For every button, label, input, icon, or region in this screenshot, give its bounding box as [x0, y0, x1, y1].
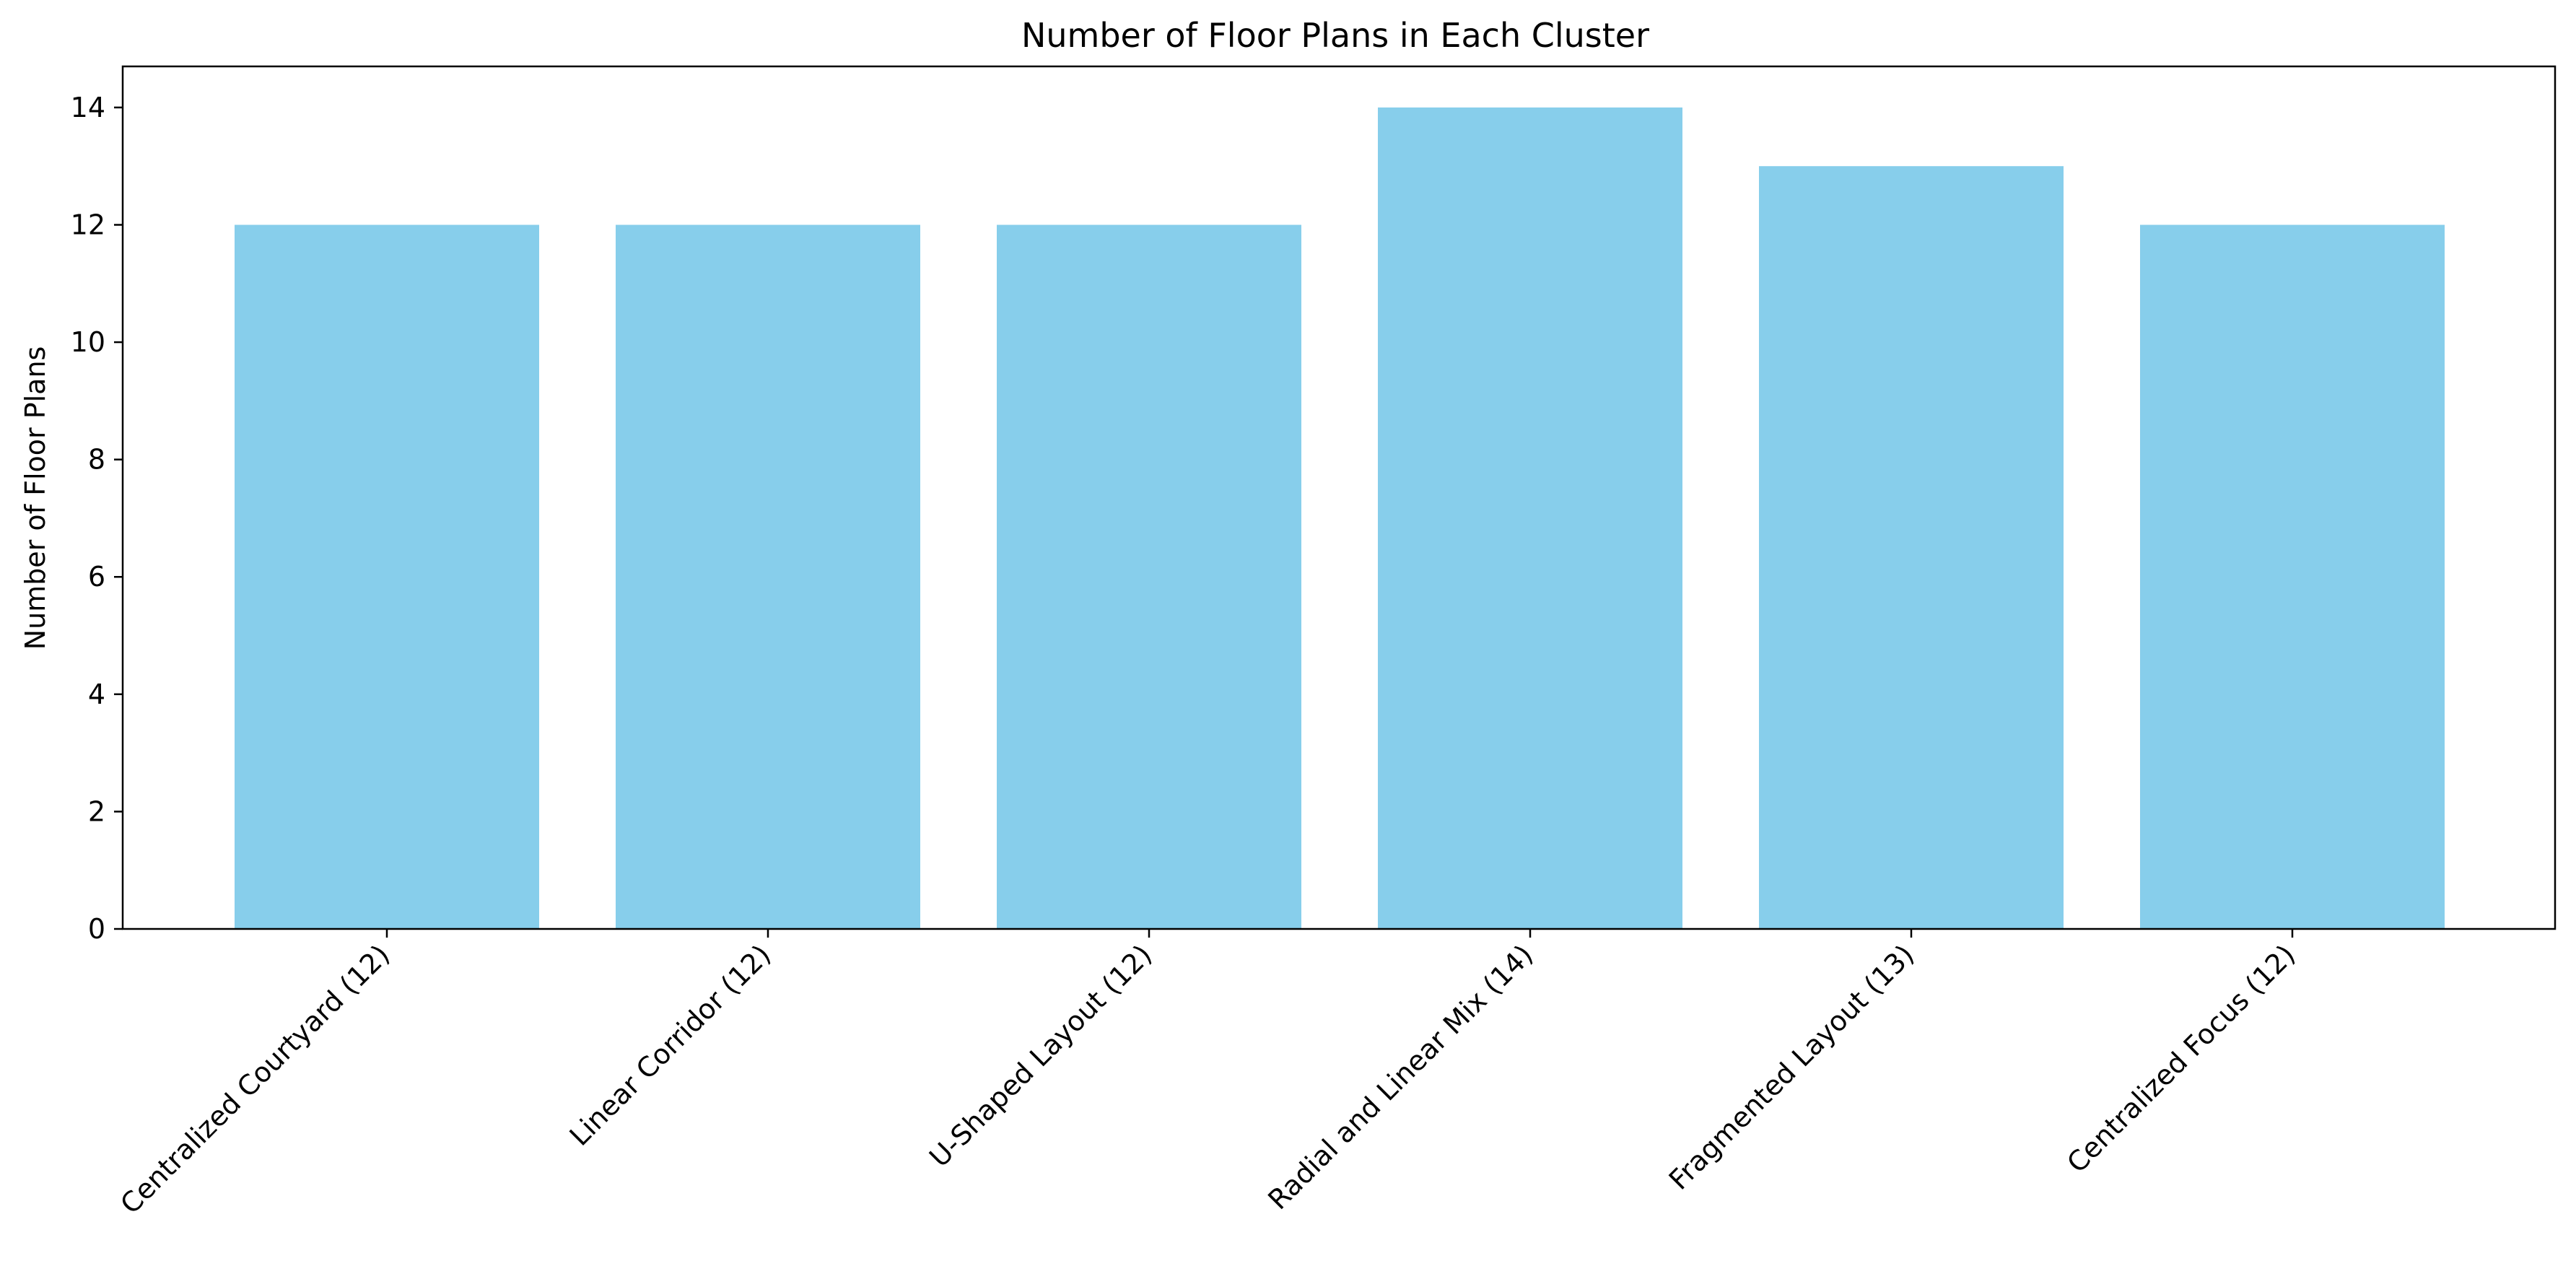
bar — [997, 224, 1301, 929]
bar — [235, 224, 539, 929]
y-tick-label: 12 — [71, 209, 105, 240]
bar — [1378, 107, 1682, 929]
y-tick-label: 10 — [71, 326, 105, 358]
bar — [2140, 224, 2445, 929]
plot-frame — [121, 65, 2557, 930]
chart-title: Number of Floor Plans in Each Cluster — [1021, 16, 1649, 55]
y-axis-label: Number of Floor Plans — [19, 346, 51, 650]
y-tick-label: 14 — [71, 92, 105, 123]
y-tick-label: 2 — [88, 795, 105, 827]
y-tick-label: 8 — [88, 444, 105, 476]
y-tick-label: 4 — [88, 678, 105, 710]
bars-group — [235, 107, 2445, 930]
y-tick-label: 6 — [88, 561, 105, 593]
bar — [1759, 166, 2064, 930]
y-axis-ticks: 0 2 4 6 8 10 12 14 — [71, 92, 123, 945]
bar — [616, 224, 920, 929]
y-tick-label: 0 — [88, 913, 105, 945]
